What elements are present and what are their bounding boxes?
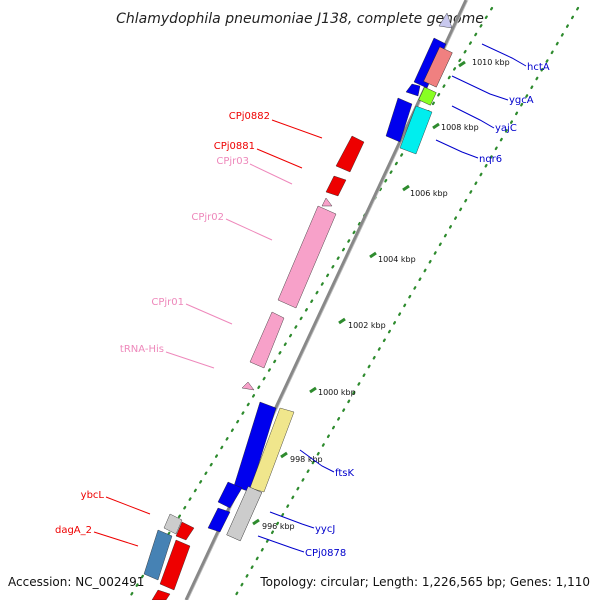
tick-label: 998 kbp — [290, 455, 323, 464]
feature-box — [423, 46, 453, 88]
gene-label: ybcL — [81, 490, 105, 501]
tick-mark — [402, 184, 410, 192]
callout-line — [269, 511, 315, 529]
gene-label: CPjr01 — [151, 297, 184, 308]
tick-mark — [309, 386, 317, 394]
tick-label: 996 kbp — [262, 522, 295, 531]
feature-arrow — [399, 105, 433, 155]
inner-dotted-track — [231, 6, 580, 600]
tick-mark — [280, 451, 288, 459]
callout-line — [451, 75, 509, 101]
feature-box — [418, 86, 437, 106]
callout-line — [249, 163, 293, 185]
callout-line — [257, 535, 305, 553]
feature-arrow — [175, 521, 195, 541]
genome-summary-text: Topology: circular; Length: 1,226,565 bp… — [259, 575, 590, 589]
feature-arrow — [163, 513, 183, 535]
feature-arrow — [207, 507, 231, 533]
feature-arrow — [241, 381, 255, 391]
callout-line — [256, 148, 303, 169]
feature-arrow — [217, 481, 243, 509]
feature-arrow — [325, 175, 347, 197]
callout-line — [451, 105, 495, 129]
gene-label: CPj0881 — [214, 141, 255, 152]
left-callout-lines — [93, 119, 323, 547]
map-title: Chlamydophila pneumoniae J138, complete … — [116, 11, 484, 27]
left-gene-labels: CPj0882 CPj0881 CPjr03 CPjr02 CPjr01 tRN… — [55, 111, 270, 536]
gene-label: ftsK — [335, 468, 354, 479]
feature-arrow — [159, 539, 191, 591]
feature-arrow — [335, 135, 365, 173]
gene-label: CPjr02 — [191, 212, 224, 223]
tick-labels: 1010 kbp 1008 kbp 1006 kbp 1004 kbp 1002… — [262, 58, 510, 531]
gene-label: ygcA — [509, 95, 534, 106]
callout-line — [93, 531, 139, 547]
tick-mark — [458, 60, 466, 68]
callout-line — [481, 43, 527, 67]
gene-label: yajC — [495, 123, 517, 134]
feature-arrow — [249, 407, 295, 493]
feature-arrow — [321, 197, 333, 207]
right-gene-labels: hctA ygcA yajC nqr6 ftsK yycJ CPj0878 — [305, 62, 550, 559]
gene-label: nqr6 — [479, 154, 502, 165]
gene-label: hctA — [527, 62, 550, 73]
feature-arrow — [277, 205, 337, 309]
tick-label: 1006 kbp — [410, 189, 448, 198]
feature-arrow — [438, 12, 453, 29]
callout-line — [185, 303, 233, 325]
callout-line — [435, 139, 479, 159]
forward-strand-features — [207, 12, 453, 542]
accession-text: Accession: NC_002491 — [8, 575, 144, 589]
feature-arrow — [151, 589, 171, 600]
tick-label: 1000 kbp — [318, 388, 356, 397]
gene-label: yycJ — [315, 524, 335, 535]
callout-line — [225, 218, 273, 241]
gene-label: dagA_2 — [55, 525, 92, 536]
callout-line — [299, 449, 335, 473]
tick-marks — [252, 60, 466, 526]
reverse-strand-features — [143, 135, 365, 600]
gene-label: CPj0878 — [305, 548, 346, 559]
tick-mark — [369, 251, 377, 259]
callout-line — [105, 496, 151, 515]
feature-arrow — [385, 97, 413, 143]
feature-arrow — [405, 83, 421, 97]
callout-line — [165, 351, 215, 369]
callout-line — [271, 119, 323, 139]
tick-mark — [338, 317, 346, 325]
tick-mark — [252, 518, 260, 526]
gene-label: CPj0882 — [229, 111, 270, 122]
feature-box — [226, 486, 263, 542]
feature-arrow — [249, 311, 285, 369]
tick-label: 1008 kbp — [441, 123, 479, 132]
right-callout-lines — [257, 43, 527, 553]
tick-label: 1010 kbp — [472, 58, 510, 67]
gene-label: tRNA-His — [120, 344, 164, 355]
feature-arrow — [143, 529, 173, 581]
tick-label: 1002 kbp — [348, 321, 386, 330]
tick-label: 1004 kbp — [378, 255, 416, 264]
gene-label: CPjr03 — [216, 156, 249, 167]
tick-mark — [432, 122, 440, 130]
